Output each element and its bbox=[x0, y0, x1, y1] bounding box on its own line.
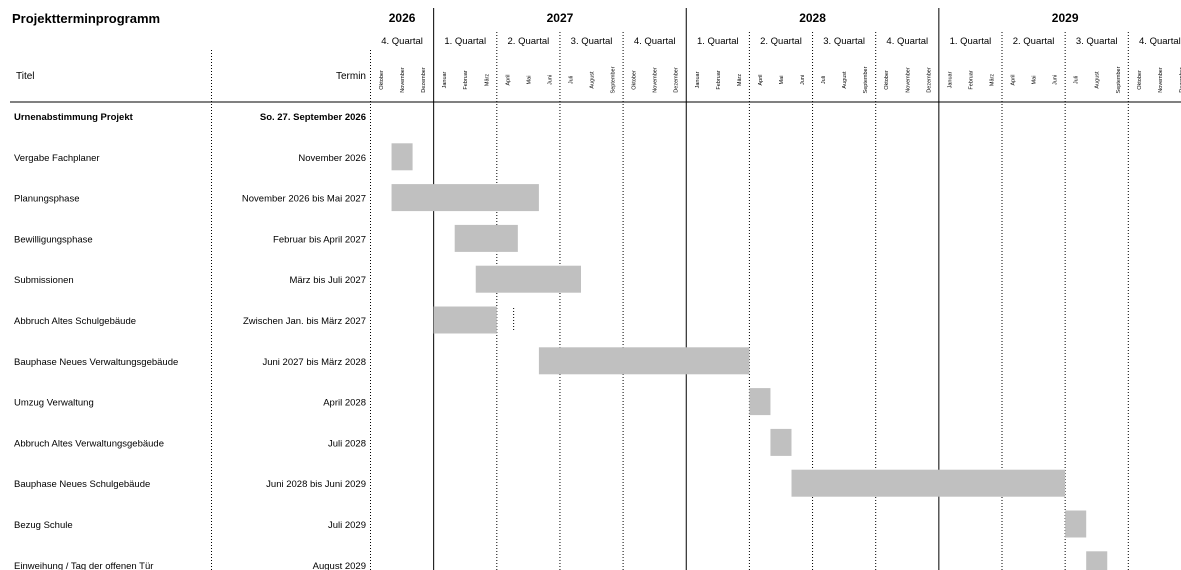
month-label: April bbox=[758, 74, 764, 85]
month-label: September bbox=[611, 66, 617, 93]
task-bar bbox=[475, 265, 581, 293]
month-label: Januar bbox=[695, 71, 701, 88]
month-label: Februar bbox=[463, 70, 469, 89]
month-label: August bbox=[1095, 71, 1101, 89]
month-label: Januar bbox=[442, 71, 448, 88]
grid-lines bbox=[10, 8, 1181, 570]
task-date: November 2026 bbox=[298, 153, 366, 164]
task-title: Bewilligungsphase bbox=[14, 234, 93, 245]
month-label: Oktober bbox=[632, 70, 638, 90]
month-label: August bbox=[842, 71, 848, 89]
month-label: Juli bbox=[568, 76, 574, 84]
month-label: März bbox=[737, 74, 743, 86]
year-label: 2027 bbox=[547, 11, 574, 25]
quarter-label: 4. Quartal bbox=[381, 36, 423, 47]
month-label: Mai bbox=[526, 76, 532, 85]
task-date: Juli 2029 bbox=[328, 520, 366, 531]
timeline-header: 2026 2027 2028 2029 4. Quartal 1. Quartal 2. Q… bbox=[379, 11, 1181, 93]
task-date: März bis Juli 2027 bbox=[289, 275, 366, 286]
task-bar bbox=[1086, 551, 1108, 570]
month-label: August bbox=[590, 71, 596, 89]
task-title: Bezug Schule bbox=[14, 520, 73, 531]
task-rows: Urnenabstimmung Projekt So. 27. September… bbox=[14, 112, 366, 570]
month-label: Dezember bbox=[674, 67, 680, 93]
month-label: Mai bbox=[779, 76, 785, 85]
month-label: Februar bbox=[716, 70, 722, 89]
task-date: Zwischen Jan. bis März 2027 bbox=[243, 316, 366, 327]
quarter-label: 2. Quartal bbox=[760, 36, 802, 47]
month-label: Dezember bbox=[926, 67, 932, 93]
month-label: Juli bbox=[821, 76, 827, 84]
task-date: So. 27. September 2026 bbox=[260, 112, 366, 123]
task-title: Abbruch Altes Schulgebäude bbox=[14, 316, 136, 327]
task-date: November 2026 bis Mai 2027 bbox=[242, 194, 366, 205]
task-bar bbox=[391, 143, 413, 171]
month-label: Juni bbox=[547, 75, 553, 85]
month-label: Juni bbox=[800, 75, 806, 85]
quarter-label: 4. Quartal bbox=[1139, 36, 1181, 47]
quarter-label: 4. Quartal bbox=[634, 36, 676, 47]
task-title: Vergabe Fachplaner bbox=[14, 153, 100, 164]
month-label: September bbox=[1116, 66, 1122, 93]
column-header-date: Termin bbox=[336, 71, 366, 82]
quarter-label: 2. Quartal bbox=[1013, 36, 1055, 47]
task-title: Urnenabstimmung Projekt bbox=[14, 112, 134, 123]
month-label: November bbox=[400, 67, 406, 93]
task-date: April 2028 bbox=[323, 398, 366, 409]
month-label: September bbox=[863, 66, 869, 93]
month-label: Oktober bbox=[379, 70, 385, 90]
month-label: November bbox=[653, 67, 659, 93]
month-label: April bbox=[1011, 74, 1017, 85]
task-date: August 2029 bbox=[313, 561, 366, 570]
task-title: Abbruch Altes Verwaltungsgebäude bbox=[14, 438, 164, 449]
task-date: Juli 2028 bbox=[328, 438, 366, 449]
quarter-label: 4. Quartal bbox=[886, 36, 928, 47]
task-bar bbox=[770, 428, 792, 456]
year-label: 2029 bbox=[1052, 11, 1079, 25]
year-label: 2026 bbox=[389, 11, 416, 25]
month-label: Mai bbox=[1032, 76, 1038, 85]
column-header-title: Titel bbox=[16, 71, 35, 82]
quarter-label: 1. Quartal bbox=[444, 36, 486, 47]
month-label: März bbox=[989, 74, 995, 86]
task-bars bbox=[391, 143, 1108, 570]
chart-title: Projektterminprogramm bbox=[12, 11, 160, 26]
task-date: Februar bis April 2027 bbox=[273, 234, 366, 245]
task-title: Planungsphase bbox=[14, 194, 80, 205]
quarter-label: 2. Quartal bbox=[508, 36, 550, 47]
month-label: April bbox=[505, 74, 511, 85]
quarter-label: 3. Quartal bbox=[1076, 36, 1118, 47]
task-bar bbox=[791, 469, 1066, 497]
month-label: Dezember bbox=[1179, 67, 1181, 93]
quarter-label: 1. Quartal bbox=[697, 36, 739, 47]
month-label: November bbox=[905, 67, 911, 93]
month-label: Oktober bbox=[1137, 70, 1143, 90]
task-bar bbox=[391, 184, 539, 212]
task-title: Einweihung / Tag der offenen Tür bbox=[14, 561, 153, 570]
task-bar bbox=[433, 306, 497, 334]
task-date: Juni 2027 bis März 2028 bbox=[262, 357, 366, 368]
task-title: Bauphase Neues Verwaltungsgebäude bbox=[14, 357, 178, 368]
quarter-label: 3. Quartal bbox=[571, 36, 613, 47]
quarter-label: 3. Quartal bbox=[823, 36, 865, 47]
month-label: Februar bbox=[968, 70, 974, 89]
task-date: Juni 2028 bis Juni 2029 bbox=[266, 479, 366, 490]
month-label: Januar bbox=[947, 71, 953, 88]
month-label: Juni bbox=[1053, 75, 1059, 85]
task-bar bbox=[538, 347, 750, 375]
task-title: Submissionen bbox=[14, 275, 74, 286]
month-label: November bbox=[1158, 67, 1164, 93]
task-title: Bauphase Neues Schulgebäude bbox=[14, 479, 150, 490]
task-bar bbox=[749, 388, 771, 416]
month-label: Juli bbox=[1074, 76, 1080, 84]
month-label: Oktober bbox=[884, 70, 890, 90]
quarter-label: 1. Quartal bbox=[950, 36, 992, 47]
task-bar bbox=[454, 224, 518, 252]
task-bar bbox=[1065, 510, 1087, 538]
task-title: Umzug Verwaltung bbox=[14, 398, 94, 409]
month-label: März bbox=[484, 74, 490, 86]
month-label: Dezember bbox=[421, 67, 427, 93]
year-label: 2028 bbox=[799, 11, 826, 25]
